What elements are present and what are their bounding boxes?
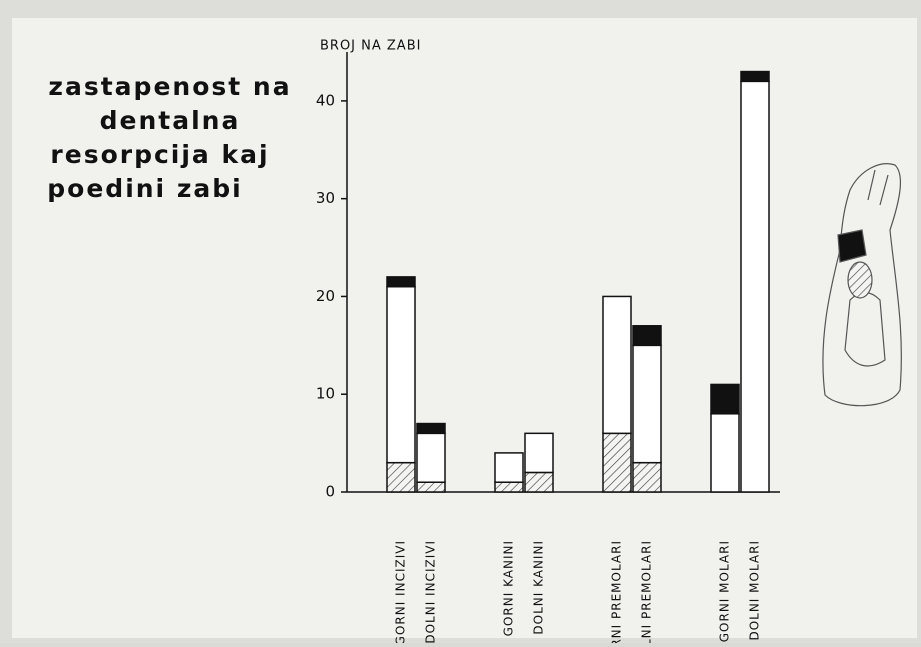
title-line: resorpcija kaj: [50, 140, 269, 169]
bar-segment: [387, 287, 415, 463]
bar-segment: [387, 463, 415, 492]
bar-segment: [417, 482, 445, 492]
bar-segment: [417, 424, 445, 434]
y-tick-label: 10: [316, 385, 335, 403]
chart: zastapenost na dentalna resorpcija kaj p…: [0, 0, 921, 643]
bar-segment: [711, 384, 739, 413]
y-tick-label: 20: [316, 287, 335, 305]
bar-segment: [633, 463, 661, 492]
x-tick-label: DOLNI KANINI: [532, 540, 546, 635]
bar-segment: [633, 345, 661, 462]
bar-segment: [741, 72, 769, 82]
y-axis-label: BROJ NA ZABI: [320, 39, 421, 54]
bar-segment: [711, 414, 739, 492]
title-line: dentalna: [100, 106, 241, 135]
bar-segment: [495, 482, 523, 492]
bar-segment: [741, 81, 769, 492]
bar-segment: [417, 433, 445, 482]
x-tick-label: GORNI PREMOLARI: [610, 540, 624, 643]
x-tick-label: DOLNI INCIZIVI: [424, 540, 438, 643]
bar-segment: [387, 277, 415, 287]
bar-segment: [603, 296, 631, 433]
bar-segment: [525, 472, 553, 492]
bar-segment: [525, 433, 553, 472]
x-tick-label: DOLNI MOLARI: [748, 540, 762, 641]
title-line: poedini zabi: [47, 174, 242, 203]
title-line: zastapenost na: [48, 72, 291, 101]
y-tick-label: 30: [316, 189, 335, 207]
x-tick-label: DOLNI PREMOLARI: [640, 540, 654, 643]
bar-segment: [603, 433, 631, 492]
x-tick-label: GORNI MOLARI: [718, 540, 732, 642]
y-tick-label: 0: [325, 483, 335, 501]
x-tick-label: GORNI KANINI: [502, 540, 516, 636]
bar-segment: [633, 326, 661, 346]
y-tick-label: 40: [316, 91, 335, 109]
bar-segment: [495, 453, 523, 482]
x-tick-label: GORNI INCIZIVI: [394, 540, 408, 643]
